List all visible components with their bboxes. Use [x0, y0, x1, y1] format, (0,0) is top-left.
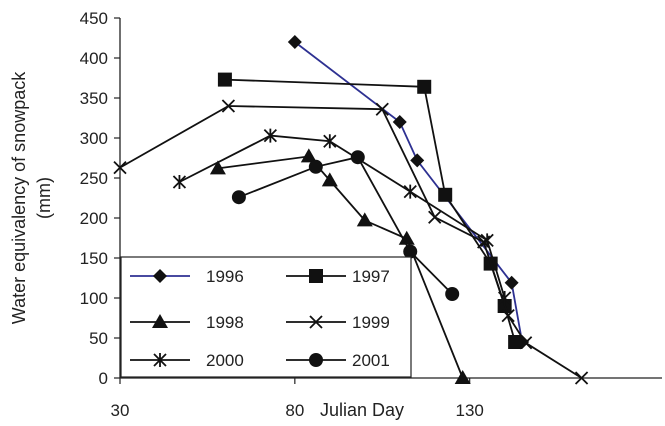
data-point-2000 [323, 134, 337, 149]
legend: 1996 1997 1998 1999 2000 2001 [120, 256, 412, 378]
data-point-1999 [221, 99, 236, 113]
legend-marker-2000 [153, 353, 167, 367]
data-point-2000 [403, 184, 417, 199]
legend-marker-1997 [309, 269, 323, 283]
data-point-1998 [300, 148, 317, 163]
legend-box [120, 256, 412, 378]
data-point-1999 [501, 308, 515, 323]
data-point-1997 [438, 187, 453, 202]
data-point-1998 [398, 230, 415, 245]
data-point-2000 [480, 233, 494, 248]
data-point-1999 [113, 160, 127, 175]
y-tick-label: 0 [99, 369, 108, 388]
data-point-1998 [321, 172, 338, 187]
legend-label: 2000 [206, 351, 244, 370]
legend-marker-1998 [152, 314, 168, 328]
x-ticks: 30 80 130 [111, 378, 484, 420]
data-point-1999 [518, 336, 533, 350]
data-point-2001 [350, 150, 365, 165]
data-point-2000 [263, 128, 277, 143]
y-tick-label: 350 [80, 89, 108, 108]
legend-marker-2001 [309, 353, 323, 367]
x-tick-label: 80 [285, 401, 304, 420]
data-point-2001 [308, 159, 323, 174]
series-line-1999 [119, 105, 583, 379]
data-point-2001 [445, 287, 460, 301]
data-point-1998 [356, 212, 373, 227]
y-tick-label: 100 [80, 289, 108, 308]
series-2001 [231, 150, 460, 301]
data-point-1997 [217, 72, 232, 87]
legend-item-1999: 1999 [286, 313, 390, 332]
legend-marker-1996 [153, 269, 167, 283]
legend-item-2000: 2000 [130, 351, 244, 370]
data-point-2000 [498, 291, 512, 305]
y-ticks: 0 50 100 150 200 250 300 350 400 450 [80, 9, 120, 388]
data-point-1999 [375, 102, 389, 116]
data-point-1996 [504, 275, 519, 290]
data-point-2000 [172, 175, 187, 189]
legend-item-1996: 1996 [130, 267, 244, 286]
legend-label: 2001 [352, 351, 390, 370]
y-tick-label: 450 [80, 9, 108, 28]
y-tick-label: 200 [80, 209, 108, 228]
axes [119, 18, 662, 379]
data-point-1997 [417, 79, 432, 94]
legend-item-1997: 1997 [286, 267, 390, 286]
x-tick-label: 130 [455, 401, 483, 420]
y-axis-title-line2: (mm) [34, 177, 54, 219]
data-point-1999 [574, 371, 589, 385]
data-point-1996 [392, 115, 407, 129]
data-point-2001 [403, 244, 418, 259]
legend-label: 1998 [206, 313, 244, 332]
y-tick-label: 400 [80, 49, 108, 68]
x-tick-label: 30 [111, 401, 130, 420]
series-line-2000 [179, 134, 506, 299]
legend-marker-1999 [309, 315, 323, 329]
legend-label: 1996 [206, 267, 244, 286]
data-point-1998 [209, 160, 226, 175]
y-tick-label: 50 [89, 329, 108, 348]
series-2000 [172, 128, 512, 305]
legend-label: 1997 [352, 267, 390, 286]
legend-item-2001: 2001 [286, 351, 390, 370]
series-line-1998 [217, 155, 464, 379]
x-axis-title: Julian Day [320, 400, 404, 420]
y-tick-label: 300 [80, 129, 108, 148]
data-point-1996 [287, 35, 302, 49]
y-axis-title-line1: Water equivalency of snowpack [9, 71, 29, 324]
series-layer [113, 35, 589, 385]
data-point-1996 [410, 153, 425, 168]
legend-item-1998: 1998 [130, 313, 244, 332]
y-tick-label: 250 [80, 169, 108, 188]
series-1998 [209, 148, 471, 384]
series-1999 [113, 99, 589, 385]
data-point-1999 [428, 210, 442, 224]
data-point-1998 [454, 370, 471, 384]
data-point-1997 [508, 335, 523, 349]
data-point-2001 [231, 190, 246, 205]
legend-label: 1999 [352, 313, 390, 332]
y-tick-label: 150 [80, 249, 108, 268]
